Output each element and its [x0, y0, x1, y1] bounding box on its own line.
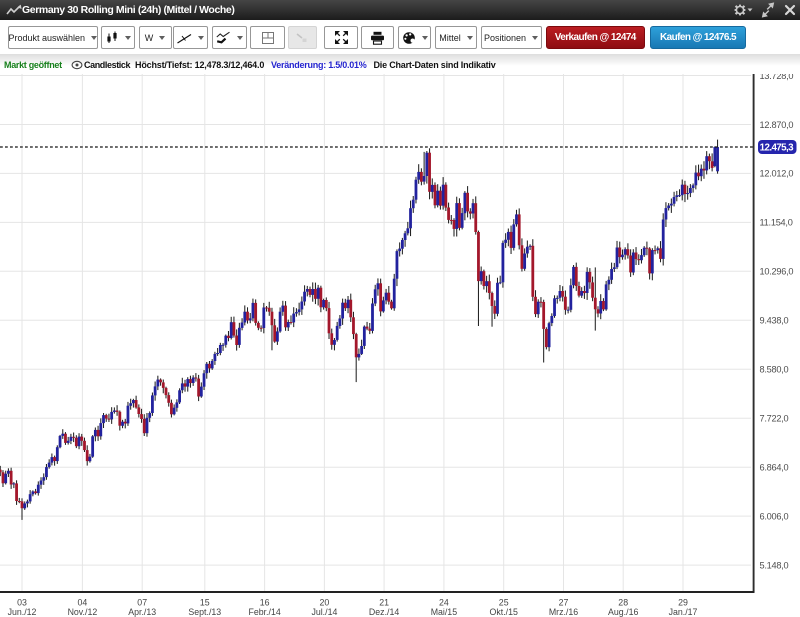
svg-text:Jun./12: Jun./12 — [8, 607, 37, 617]
svg-text:Sept./13: Sept./13 — [188, 607, 221, 617]
svg-text:12.012,0: 12.012,0 — [760, 169, 794, 179]
svg-text:Jan./17: Jan./17 — [669, 607, 698, 617]
svg-text:Febr./14: Febr./14 — [248, 607, 280, 617]
svg-text:Aug./16: Aug./16 — [608, 607, 638, 617]
svg-text:29: 29 — [678, 598, 688, 608]
svg-text:20: 20 — [320, 598, 330, 608]
svg-text:Mai/15: Mai/15 — [431, 607, 458, 617]
svg-text:16: 16 — [260, 598, 270, 608]
svg-text:5.148,0: 5.148,0 — [760, 560, 789, 570]
svg-text:27: 27 — [559, 598, 569, 608]
svg-text:03: 03 — [17, 598, 27, 608]
svg-text:Dez./14: Dez./14 — [369, 607, 399, 617]
svg-text:8.580,0: 8.580,0 — [760, 365, 789, 375]
svg-text:28: 28 — [618, 598, 628, 608]
svg-text:Jul./14: Jul./14 — [311, 607, 337, 617]
svg-text:Nov./12: Nov./12 — [68, 607, 98, 617]
svg-text:15: 15 — [200, 598, 210, 608]
svg-text:9.438,0: 9.438,0 — [760, 316, 789, 326]
svg-text:Okt./15: Okt./15 — [490, 607, 518, 617]
svg-text:24: 24 — [439, 598, 449, 608]
svg-text:07: 07 — [137, 598, 147, 608]
svg-text:Apr./13: Apr./13 — [128, 607, 156, 617]
svg-text:10.296,0: 10.296,0 — [760, 267, 794, 277]
svg-text:25: 25 — [499, 598, 509, 608]
svg-text:13.728,0: 13.728,0 — [760, 71, 794, 81]
svg-text:7.722,0: 7.722,0 — [760, 414, 789, 424]
svg-text:6.006,0: 6.006,0 — [760, 511, 789, 521]
svg-text:6.864,0: 6.864,0 — [760, 463, 789, 473]
svg-text:12.870,0: 12.870,0 — [760, 120, 794, 130]
svg-text:12.475,3: 12.475,3 — [760, 143, 794, 154]
svg-text:21: 21 — [379, 598, 389, 608]
svg-text:11.154,0: 11.154,0 — [760, 218, 793, 228]
svg-text:04: 04 — [78, 598, 88, 608]
svg-text:Mrz./16: Mrz./16 — [549, 607, 578, 617]
